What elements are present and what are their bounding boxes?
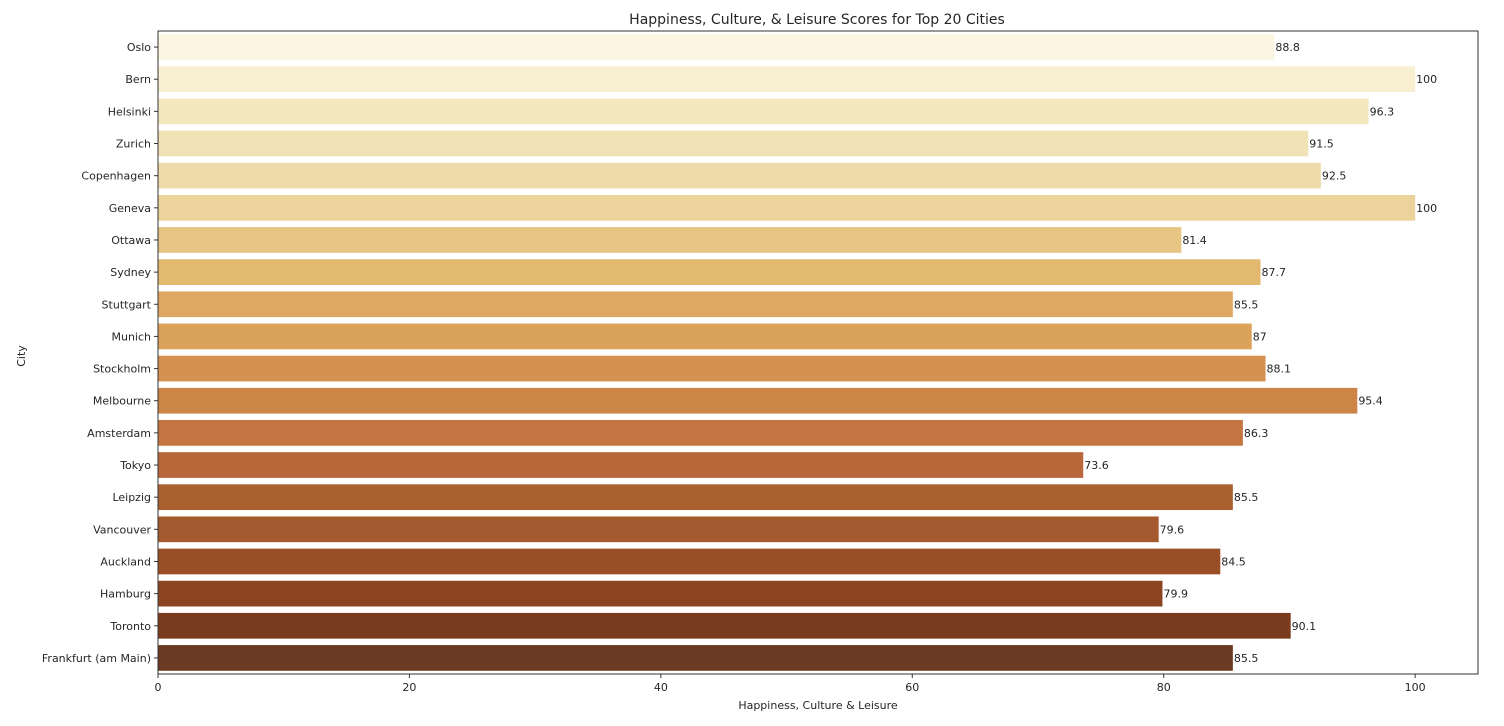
- y-tick-label: Copenhagen: [81, 170, 151, 183]
- chart-title: Happiness, Culture, & Leisure Scores for…: [629, 12, 1005, 28]
- bar: [158, 130, 1309, 157]
- y-tick-label: Toronto: [109, 620, 151, 633]
- bar: [158, 34, 1275, 60]
- x-tick-label: 40: [654, 681, 668, 694]
- x-tick-label: 20: [402, 681, 416, 694]
- y-tick-label: Zurich: [116, 138, 151, 151]
- data-labels: 88.8 100 96.3 91.5 92.5 100 81.4 87.7 85.5 87 88.1…: [1084, 41, 1437, 665]
- data-label: 88.1: [1267, 363, 1292, 376]
- y-tick-label: Stockholm: [93, 363, 151, 376]
- data-label: 95.4: [1358, 395, 1383, 408]
- y-tick-label: Leipzig: [112, 491, 151, 504]
- data-label: 85.5: [1234, 491, 1259, 504]
- y-tick-label: Melbourne: [93, 395, 151, 408]
- x-tick-label: 100: [1405, 681, 1426, 694]
- data-label: 79.6: [1160, 523, 1185, 536]
- data-label: 73.6: [1084, 459, 1109, 472]
- data-label: 88.8: [1275, 41, 1300, 54]
- x-tick-label: 80: [1157, 681, 1171, 694]
- bar: [158, 548, 1221, 575]
- bar: [158, 194, 1416, 221]
- y-tick-label: Helsinki: [108, 105, 151, 118]
- bar: [158, 98, 1369, 125]
- x-tick-label: 60: [905, 681, 919, 694]
- y-tick-label: Tokyo: [119, 459, 151, 472]
- plot-frame: [157, 30, 1479, 675]
- y-tick-label: Geneva: [109, 202, 151, 215]
- bar: [158, 387, 1358, 414]
- y-tick-label: Munich: [111, 330, 151, 343]
- bar: [158, 323, 1252, 350]
- bar: [158, 259, 1261, 285]
- x-axis-ticks: 0 20 40 60 80 100: [155, 674, 1426, 694]
- y-tick-label: Amsterdam: [87, 427, 151, 440]
- y-tick-label: Oslo: [127, 41, 151, 54]
- data-label: 79.9: [1163, 588, 1188, 601]
- y-tick-label: Frankfurt (am Main): [42, 652, 151, 665]
- bar: [158, 420, 1243, 446]
- data-label: 96.3: [1370, 105, 1395, 118]
- bar: [158, 645, 1233, 671]
- y-tick-label: Stuttgart: [102, 298, 152, 311]
- y-tick-label: Hamburg: [100, 588, 151, 601]
- bar: [158, 355, 1266, 382]
- y-tick-label: Sydney: [110, 266, 151, 279]
- y-tick-label: Auckland: [100, 555, 151, 568]
- data-label: 87: [1253, 330, 1267, 343]
- x-tick-label: 0: [155, 681, 162, 694]
- bar: [158, 612, 1291, 639]
- y-tick-label: Bern: [125, 73, 151, 86]
- data-label: 91.5: [1309, 138, 1334, 151]
- data-label: 84.5: [1221, 555, 1246, 568]
- y-tick-label: Vancouver: [93, 523, 151, 536]
- y-axis-label: City: [15, 345, 28, 367]
- data-label: 100: [1416, 202, 1437, 215]
- bar: [158, 580, 1163, 607]
- data-label: 87.7: [1262, 266, 1287, 279]
- x-axis-label: Happiness, Culture & Leisure: [738, 699, 898, 712]
- data-label: 86.3: [1244, 427, 1269, 440]
- bar: [158, 66, 1416, 93]
- bar: [158, 516, 1159, 543]
- data-label: 85.5: [1234, 652, 1259, 665]
- bars-layer: [158, 34, 1416, 671]
- bar: [158, 291, 1233, 318]
- bar: [158, 227, 1182, 253]
- bar: [158, 162, 1321, 189]
- bar: [158, 452, 1084, 478]
- y-axis-ticks: Oslo Bern Helsinki Zurich Copenhagen Geneva Ot…: [42, 41, 158, 665]
- data-label: 90.1: [1292, 620, 1317, 633]
- data-label: 92.5: [1322, 170, 1347, 183]
- data-label: 85.5: [1234, 298, 1259, 311]
- bar: [158, 484, 1233, 511]
- data-label: 100: [1416, 73, 1437, 86]
- y-tick-label: Ottawa: [111, 234, 151, 247]
- data-label: 81.4: [1182, 234, 1207, 247]
